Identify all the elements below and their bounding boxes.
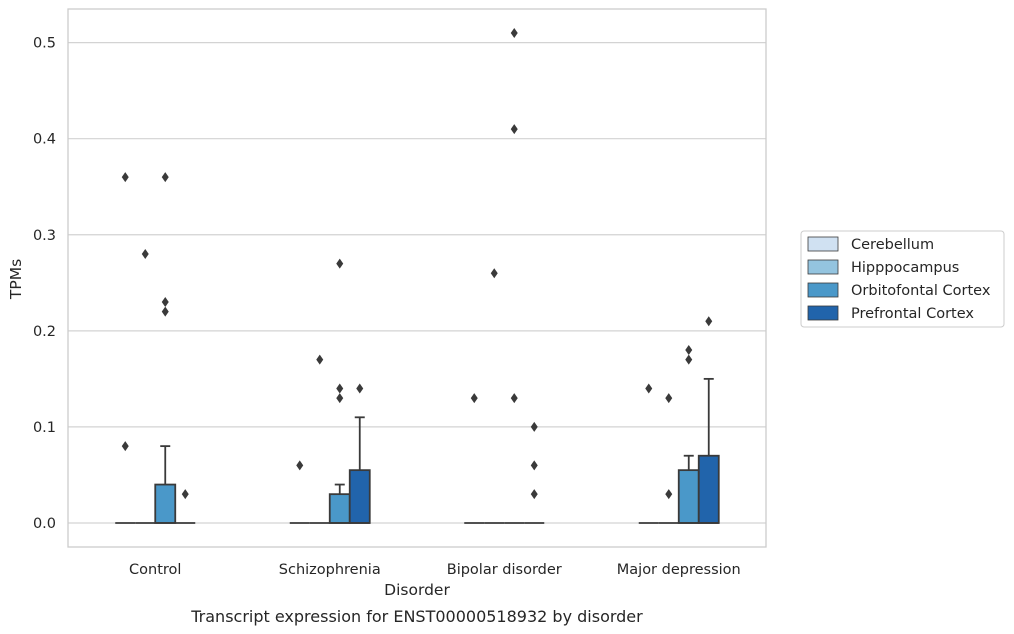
- legend-swatch: [807, 236, 839, 252]
- outlier-marker: [316, 354, 324, 365]
- outlier-marker: [490, 268, 498, 279]
- outlier-marker: [161, 172, 169, 183]
- x-tick-label: Schizophrenia: [279, 562, 381, 578]
- outlier-marker: [356, 383, 364, 394]
- y-tick-label: 0.4: [33, 132, 56, 148]
- x-axis-label: Disorder: [384, 581, 450, 599]
- legend-label: Prefrontal Cortex: [851, 306, 974, 322]
- y-tick-label: 0.5: [33, 36, 56, 52]
- box-body: [348, 469, 371, 524]
- outlier-marker: [181, 489, 189, 500]
- legend-label: Hipppocampus: [851, 260, 959, 276]
- outlier-marker: [530, 489, 538, 500]
- legend-label: Orbitofontal Cortex: [851, 283, 991, 299]
- outlier-marker: [336, 393, 344, 404]
- outlier-marker: [161, 306, 169, 317]
- outlier-marker: [665, 393, 673, 404]
- y-tick-label: 0.3: [33, 228, 56, 244]
- x-tick-label: Bipolar disorder: [447, 562, 562, 578]
- box-body: [154, 483, 177, 524]
- gridlines: [68, 42, 766, 524]
- y-tick-label: 0.2: [33, 324, 56, 340]
- outlier-marker: [470, 393, 478, 404]
- box-orbitofontal-cortex: [677, 454, 700, 524]
- outlier-marker: [510, 393, 518, 404]
- outlier-marker: [510, 124, 518, 135]
- legend-swatch: [807, 282, 839, 298]
- outlier-marker: [665, 489, 673, 500]
- outlier-marker: [685, 345, 693, 356]
- outlier-marker: [685, 354, 693, 365]
- outlier-marker: [336, 258, 344, 269]
- y-tick-label: 0.0: [33, 516, 56, 532]
- box-orbitofontal-cortex: [154, 445, 177, 524]
- boxes: [115, 377, 720, 524]
- outlier-marker: [141, 248, 149, 259]
- box-prefrontal-cortex: [348, 416, 371, 524]
- outlier-marker: [530, 460, 538, 471]
- plot-frame: [67, 8, 767, 548]
- outlier-marker: [530, 421, 538, 432]
- box-prefrontal-cortex: [697, 377, 720, 524]
- legend-swatch: [807, 305, 839, 321]
- y-tick-label: 0.1: [33, 420, 56, 436]
- figure-caption: Transcript expression for ENST0000051893…: [190, 607, 643, 626]
- box-orbitofontal-cortex: [328, 483, 351, 524]
- x-tick-labels: Control Schizophrenia Bipolar disorder Majo…: [129, 562, 741, 578]
- y-tick-labels: 0.0 0.1 0.2 0.3 0.4 0.5: [33, 36, 56, 532]
- box-body: [677, 469, 700, 524]
- outlier-marker: [510, 28, 518, 39]
- box-body: [328, 493, 351, 524]
- outlier-marker: [121, 172, 129, 183]
- outlier-marker: [705, 316, 713, 327]
- outlier-marker: [336, 383, 344, 394]
- outlier-marker: [161, 297, 169, 308]
- outliers: [121, 28, 713, 500]
- legend-frame: [800, 230, 1005, 328]
- outlier-marker: [296, 460, 304, 471]
- x-tick-label: Major depression: [617, 562, 741, 578]
- legend-swatch: [807, 259, 839, 275]
- box-body: [697, 454, 720, 524]
- y-axis-label: TPMs: [7, 259, 25, 300]
- outlier-marker: [121, 441, 129, 452]
- outlier-marker: [645, 383, 653, 394]
- legend: Cerebellum Hipppocampus Orbitofontal Corte…: [800, 230, 1005, 328]
- legend-label: Cerebellum: [851, 237, 934, 253]
- x-tick-label: Control: [129, 562, 181, 578]
